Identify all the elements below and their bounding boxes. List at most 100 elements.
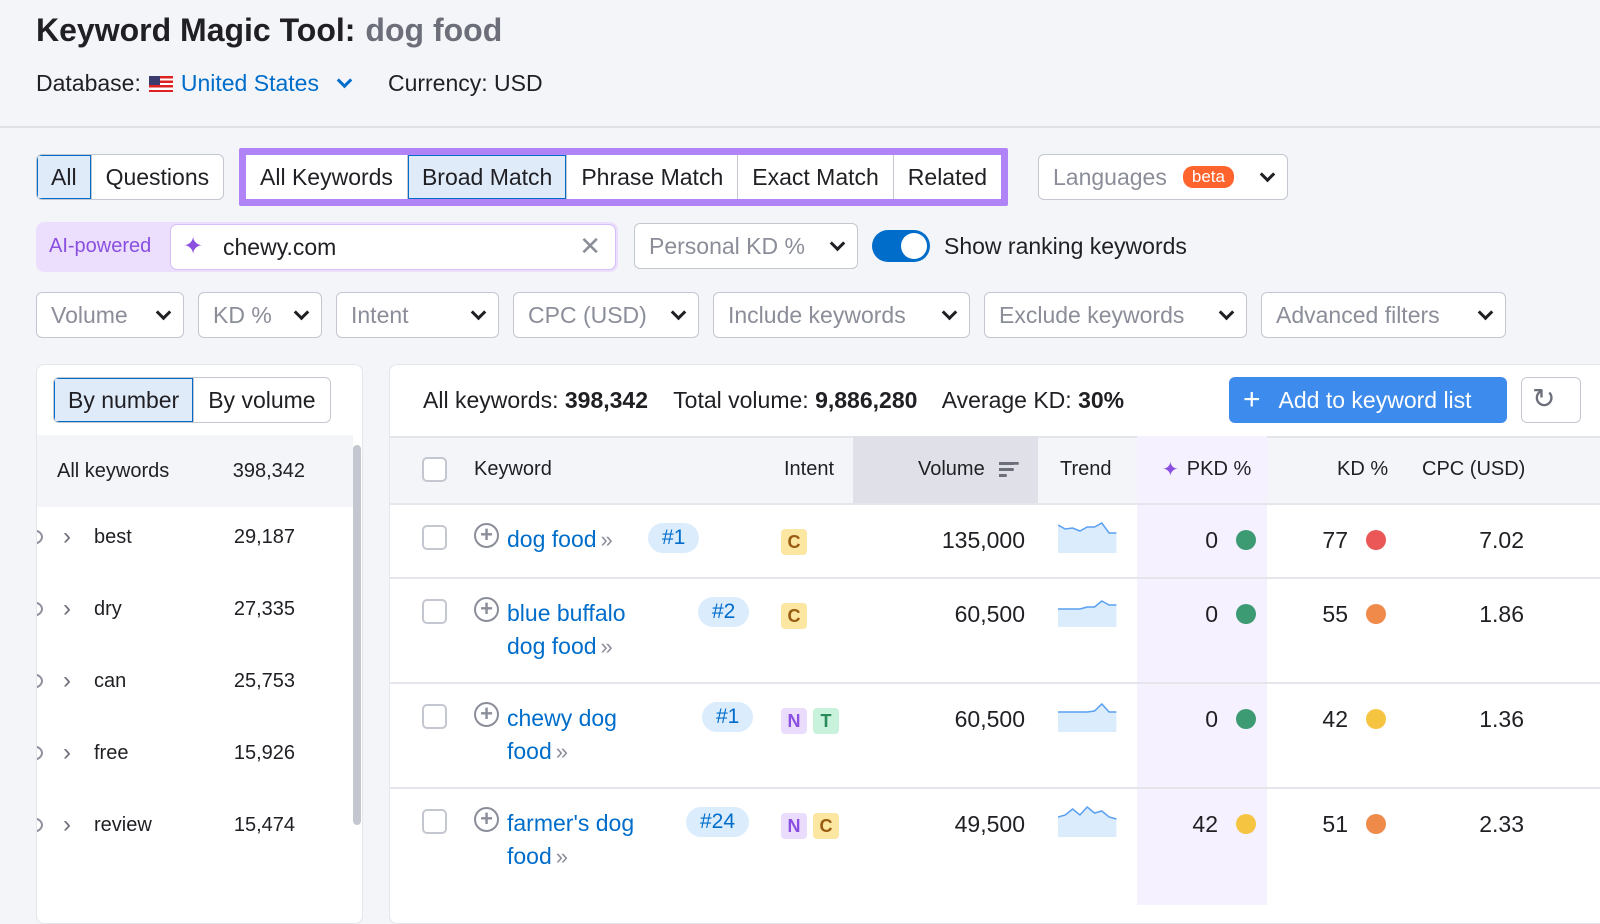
row-checkbox[interactable] (422, 525, 447, 550)
group-item[interactable]: › can 25,753 (37, 645, 353, 717)
select-all-checkbox[interactable] (422, 436, 447, 503)
filter-intent[interactable]: Intent (336, 292, 499, 338)
eye-icon[interactable] (37, 673, 43, 689)
filter-label: KD % (213, 301, 272, 328)
group-count: 15,926 (233, 741, 295, 764)
row-divider (1137, 503, 1267, 577)
double-chevron-icon[interactable]: » (600, 527, 613, 552)
chevron-down-icon[interactable] (336, 72, 353, 89)
group-all[interactable]: All keywords 398,342 (37, 435, 353, 507)
row-checkbox[interactable] (422, 809, 447, 834)
add-plus-icon[interactable]: + (474, 702, 499, 727)
all-keywords-value: 398,342 (564, 387, 649, 413)
keyword-link[interactable]: blue buffalo dog food (507, 600, 626, 659)
add-plus-icon[interactable]: + (474, 807, 499, 832)
domain-input[interactable]: ✦ chewy.com ✕ (170, 224, 616, 270)
database-label: Database: (36, 70, 141, 96)
chevron-right-icon[interactable]: › (63, 523, 71, 550)
chevron-right-icon[interactable]: › (63, 739, 71, 766)
filter-include[interactable]: Include keywords (713, 292, 970, 338)
add-plus-icon[interactable]: + (474, 523, 499, 548)
tab-questions[interactable]: Questions (105, 163, 210, 190)
group-item[interactable]: › review 15,474 (37, 789, 353, 861)
toggle-label: Show ranking keywords (944, 233, 1187, 259)
position-badge: #24 (686, 807, 750, 837)
clear-icon[interactable]: ✕ (579, 231, 601, 261)
eye-icon[interactable] (37, 745, 43, 761)
filter-exclude[interactable]: Exclude keywords (984, 292, 1247, 338)
tab-exact-match[interactable]: Exact Match (738, 155, 894, 199)
tab-all[interactable]: All (37, 155, 92, 199)
double-chevron-icon[interactable]: » (555, 739, 569, 764)
eye-icon[interactable] (37, 601, 43, 617)
refresh-icon: ↻ (1532, 383, 1556, 414)
ai-search: AI-powered ✦ chewy.com ✕ (36, 222, 618, 272)
sort-icon[interactable] (998, 461, 1019, 478)
refresh-button[interactable]: ↻ (1521, 377, 1581, 423)
group-item[interactable]: › best 29,187 (37, 501, 353, 573)
trend-sparkline (1058, 600, 1117, 627)
col-intent[interactable]: Intent (784, 458, 835, 480)
filter-label: Advanced filters (1276, 301, 1440, 328)
group-name: All keywords (57, 459, 170, 482)
eye-icon[interactable] (37, 817, 43, 833)
intent-badge: T (813, 708, 839, 734)
filter-advanced[interactable]: Advanced filters (1261, 292, 1506, 338)
filter-kd[interactable]: KD % (198, 292, 322, 338)
total-volume-value: 9,886,280 (815, 387, 918, 413)
keyword-link[interactable]: chewy dog food (507, 705, 617, 764)
keyword-link[interactable]: dog food (507, 526, 597, 552)
filter-volume[interactable]: Volume (36, 292, 184, 338)
group-item[interactable]: › dry 27,335 (37, 573, 353, 645)
chevron-right-icon[interactable]: › (63, 667, 71, 694)
filter-label: Exclude keywords (999, 301, 1185, 328)
row-checkbox[interactable] (422, 704, 447, 729)
add-to-keyword-list-button[interactable]: + Add to keyword list (1229, 377, 1507, 423)
col-trend[interactable]: Trend (1060, 458, 1112, 480)
personal-kd-dropdown[interactable]: Personal KD % (634, 223, 858, 269)
group-item[interactable]: › free 15,926 (37, 717, 353, 789)
scrollbar[interactable] (353, 445, 361, 825)
chevron-right-icon[interactable]: › (63, 811, 71, 838)
trend-sparkline (1058, 702, 1117, 732)
chevron-down-icon (293, 304, 310, 320)
ranking-toggle[interactable] (872, 230, 930, 262)
trend-sparkline (1058, 522, 1117, 553)
keyword-cell: + dog food» #1 (474, 523, 764, 556)
database-dropdown[interactable]: United States (180, 70, 319, 96)
languages-dropdown[interactable]: Languages beta (1038, 154, 1288, 200)
trend-area (1058, 807, 1117, 837)
trend-line (1058, 805, 1117, 820)
row-divider (1137, 577, 1267, 682)
keyword-link[interactable]: farmer's dog food (507, 810, 635, 869)
tab-phrase-match[interactable]: Phrase Match (567, 155, 739, 199)
group-count: 398,342 (232, 459, 305, 482)
filter-cpc[interactable]: CPC (USD) (513, 292, 699, 338)
trend-line (1058, 600, 1117, 610)
row-checkbox[interactable] (422, 599, 447, 624)
keyword-cell: + blue buffalo dog food» #2 (474, 597, 764, 663)
cpc-value: 1.36 (1479, 706, 1524, 732)
tab-by-volume[interactable]: By volume (208, 386, 316, 413)
chevron-right-icon[interactable]: › (63, 595, 71, 622)
button-label: Add to keyword list (1278, 386, 1472, 413)
double-chevron-icon[interactable]: » (555, 844, 569, 869)
kd-value: 42 (1322, 706, 1348, 732)
add-plus-icon[interactable]: + (474, 597, 499, 622)
eye-icon[interactable] (37, 529, 43, 545)
col-cpc[interactable]: CPC (USD) (1422, 458, 1526, 480)
tab-broad-match[interactable]: Broad Match (407, 155, 568, 199)
tab-all-keywords[interactable]: All Keywords (246, 155, 408, 199)
chevron-down-icon (470, 304, 487, 320)
tab-by-number[interactable]: By number (54, 378, 195, 422)
double-chevron-icon[interactable]: » (600, 634, 613, 659)
languages-label: Languages (1053, 163, 1167, 190)
col-volume[interactable]: Volume (918, 436, 1019, 503)
col-keyword[interactable]: Keyword (474, 458, 552, 480)
tab-related[interactable]: Related (907, 163, 988, 190)
col-pkd[interactable]: ✦ PKD % (1162, 436, 1251, 503)
col-kd[interactable]: KD % (1337, 458, 1389, 480)
table-row (390, 787, 1600, 905)
avg-kd-label: Average KD: (941, 387, 1072, 413)
